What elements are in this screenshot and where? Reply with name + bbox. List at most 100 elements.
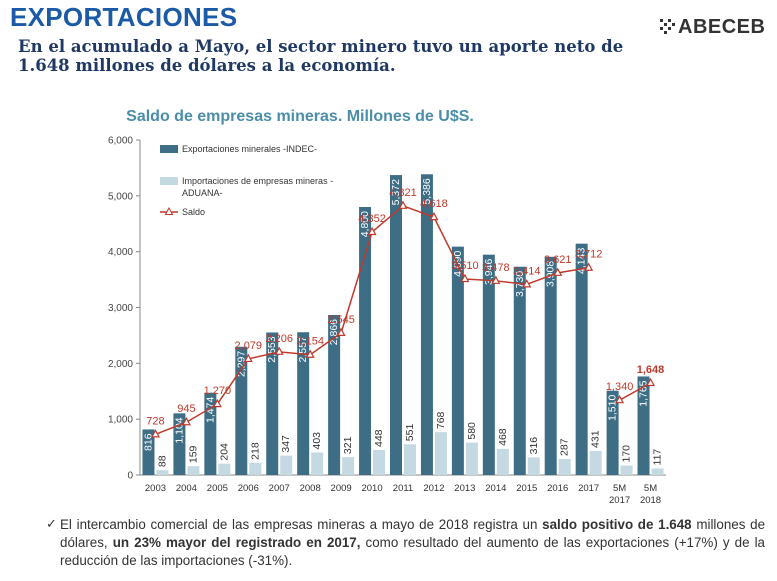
export-bar xyxy=(390,175,402,475)
import-value-label: 159 xyxy=(187,445,199,463)
saldo-value-label: 2,154 xyxy=(296,336,324,348)
x-tick-label: 2004 xyxy=(176,483,197,494)
import-value-label: 321 xyxy=(342,436,354,454)
import-value-label: 403 xyxy=(311,432,323,450)
export-value-label: 2,553 xyxy=(266,336,278,362)
x-tick-label: 2016 xyxy=(547,483,568,494)
import-bar xyxy=(558,458,571,475)
import-bar xyxy=(465,442,478,475)
chart-title: Saldo de empresas mineras. Millones de U… xyxy=(126,108,474,125)
footer-text: El intercambio comercial de las empresas… xyxy=(60,516,765,570)
export-value-label: 3,946 xyxy=(483,259,495,285)
import-bar xyxy=(527,457,540,475)
x-tick-label: 2010 xyxy=(361,483,382,494)
saldo-value-label: 1,270 xyxy=(204,385,232,397)
saldo-point xyxy=(460,273,470,283)
saldo-point xyxy=(615,394,625,404)
export-bar xyxy=(235,346,248,475)
import-value-label: 431 xyxy=(590,430,602,448)
saldo-value-label: 2,545 xyxy=(327,314,355,326)
saldo-value-label: 4,352 xyxy=(358,213,386,225)
export-bar xyxy=(544,256,557,475)
saldo-chart: Saldo de empresas mineras. Millones de U… xyxy=(108,108,666,506)
import-bar xyxy=(280,455,293,475)
import-value-label: 468 xyxy=(497,428,509,446)
check-icon: ✓ xyxy=(46,516,57,531)
x-tick-label: 5M xyxy=(613,483,626,494)
saldo-point xyxy=(646,377,656,387)
import-value-label: 768 xyxy=(435,411,447,429)
import-bar xyxy=(342,457,355,475)
export-bar xyxy=(451,246,464,475)
saldo-value-label: 2,079 xyxy=(235,340,263,352)
x-tick-label: 2017 xyxy=(609,495,630,506)
x-tick-label: 2013 xyxy=(454,483,475,494)
export-value-label: 1,474 xyxy=(204,397,216,423)
logo-text: ABECEB xyxy=(678,16,766,38)
export-bar xyxy=(204,392,217,475)
saldo-value-label: 3,414 xyxy=(513,265,541,277)
import-bar xyxy=(187,466,200,475)
x-tick-label: 2018 xyxy=(640,495,661,506)
y-tick-label: 1,000 xyxy=(108,415,133,426)
x-tick-label: 2006 xyxy=(238,483,259,494)
footer-text-3: como resultado del aumento de las export… xyxy=(60,535,766,568)
import-bar xyxy=(249,462,262,475)
import-bar xyxy=(156,470,169,475)
export-bar xyxy=(420,174,433,475)
import-bar xyxy=(434,432,447,475)
import-bar xyxy=(404,444,416,475)
export-bar xyxy=(142,429,155,475)
import-value-label: 218 xyxy=(249,442,261,460)
import-bar xyxy=(589,450,602,475)
y-tick-label: 3,000 xyxy=(108,303,133,314)
import-bar xyxy=(620,465,633,475)
import-value-label: 170 xyxy=(621,445,633,463)
export-bar xyxy=(513,266,526,475)
export-value-label: 1,510 xyxy=(607,395,619,421)
y-tick-label: 0 xyxy=(127,471,133,482)
legend-label-saldo: Saldo xyxy=(182,207,205,217)
legend-marker-saldo xyxy=(164,206,174,215)
export-value-label: 3,908 xyxy=(545,261,557,287)
export-bar xyxy=(173,413,186,475)
y-tick-label: 4,000 xyxy=(108,247,133,258)
saldo-value-label: 945 xyxy=(177,403,195,415)
x-tick-label: 2012 xyxy=(423,483,444,494)
saldo-point xyxy=(212,398,222,408)
import-value-label: 287 xyxy=(559,438,571,456)
footer-text-2: millones de dólares, xyxy=(60,517,766,550)
saldo-value-label: 3,510 xyxy=(451,260,479,272)
export-value-label: 4,143 xyxy=(576,248,588,274)
footer-bold-1: saldo positivo de 1.648 xyxy=(542,517,692,532)
footer-bold-2: un 23% mayor del registrado en 2017, xyxy=(112,535,361,550)
abeceb-logo-icon xyxy=(660,18,675,34)
saldo-value-label: 2,206 xyxy=(265,333,293,345)
import-bar xyxy=(373,449,386,475)
x-tick-label: 2003 xyxy=(145,483,166,494)
saldo-point xyxy=(336,327,346,337)
y-tick-label: 2,000 xyxy=(108,359,133,370)
import-bar xyxy=(218,463,231,475)
page-subtitle: En el acumulado a Mayo, el sector minero… xyxy=(18,37,624,75)
page-title: EXPORTACIONES xyxy=(10,2,238,32)
saldo-value-label: 4,618 xyxy=(420,198,448,210)
saldo-point xyxy=(429,211,439,221)
legend-label-imports: Importaciones de empresas mineras - xyxy=(182,176,333,186)
export-bar xyxy=(359,207,372,475)
export-bar xyxy=(266,332,279,475)
import-value-label: 316 xyxy=(528,437,540,455)
saldo-value-label: 3,712 xyxy=(575,249,603,261)
saldo-point xyxy=(367,226,377,236)
export-value-label: 816 xyxy=(142,433,154,451)
export-value-label: 5,386 xyxy=(421,178,433,204)
import-value-label: 448 xyxy=(373,429,385,447)
x-tick-label: 2011 xyxy=(393,483,413,494)
saldo-point xyxy=(522,279,532,288)
x-tick-label: 2014 xyxy=(485,483,506,494)
import-bar xyxy=(496,448,509,475)
export-bar xyxy=(637,376,650,475)
abeceb-logo: ABECEB xyxy=(660,16,765,39)
saldo-value-label: 3,621 xyxy=(544,254,572,266)
legend-swatch-exports xyxy=(160,145,178,153)
